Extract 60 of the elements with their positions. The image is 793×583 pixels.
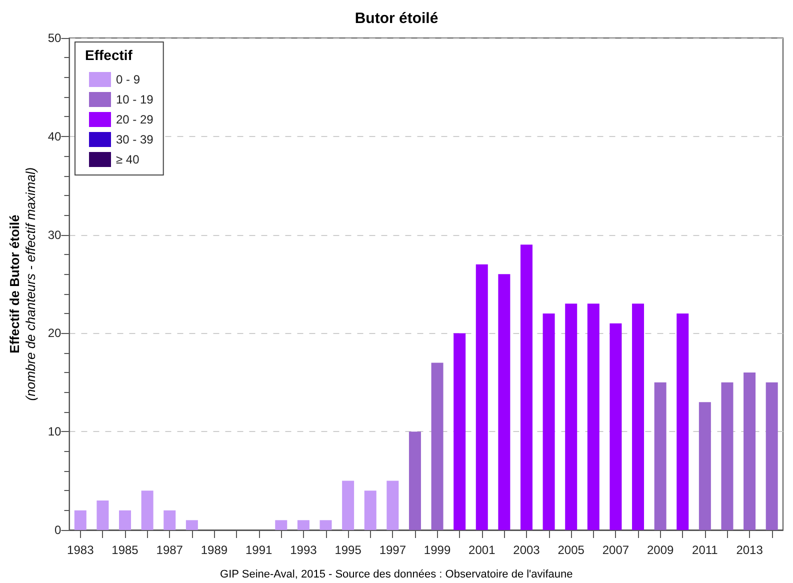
- y-tick-label: 10: [48, 424, 62, 439]
- x-tick-label: 1999: [424, 543, 451, 557]
- legend-label: 20 - 29: [116, 112, 154, 126]
- bar: [654, 382, 666, 530]
- x-tick-label: 1995: [334, 543, 362, 557]
- bar: [498, 274, 510, 530]
- bar: [342, 480, 354, 530]
- y-axis-title: Effectif de Butor étoilé (nombre de chanteurs - effectif maximal): [7, 167, 38, 401]
- x-tick-label: 2011: [692, 543, 718, 557]
- legend-title: Effectif: [85, 47, 133, 63]
- bar: [520, 244, 532, 530]
- bar: [542, 314, 555, 530]
- y-tick-label: 20: [48, 326, 62, 340]
- bar: [744, 372, 756, 530]
- x-tick-label: 1997: [379, 543, 406, 557]
- bar: [186, 520, 198, 530]
- bar: [454, 333, 466, 530]
- bar: [610, 323, 622, 530]
- legend-label: ≥ 40: [116, 152, 140, 166]
- legend-label: 10 - 19: [116, 92, 154, 106]
- bar: [587, 304, 600, 530]
- bar: [721, 382, 734, 530]
- text: GIP Seine-Aval, 2015 - Source des données : Observatoire de l'avifaune: [220, 568, 573, 580]
- bar: [766, 382, 778, 530]
- x-tick-label: 2007: [602, 543, 630, 557]
- bar: [96, 500, 109, 530]
- x-tick-label: 1989: [200, 543, 228, 557]
- bar: [408, 432, 421, 530]
- bar: [565, 304, 578, 530]
- bar: [297, 520, 310, 530]
- bar: [698, 402, 711, 530]
- x-tick-label: 2001: [468, 543, 496, 557]
- bar: [275, 520, 288, 530]
- bar: [364, 490, 376, 530]
- y-tick-label: 50: [48, 31, 62, 45]
- bar: [164, 510, 176, 530]
- bar: [320, 520, 332, 530]
- chart-title: Butor étoilé: [354, 10, 438, 27]
- y-tick-label: 0: [54, 523, 62, 537]
- legend-label: 30 - 39: [116, 132, 154, 146]
- bar: [141, 490, 154, 530]
- bar: [632, 304, 644, 530]
- x-tick-label: 1991: [245, 543, 273, 557]
- x-tick-label: 2009: [646, 543, 674, 557]
- y-tick-label: 40: [48, 129, 62, 144]
- bar: [386, 480, 399, 530]
- x-tick-label: 1987: [156, 543, 184, 557]
- bar: [476, 264, 488, 530]
- bar: [431, 362, 444, 530]
- legend-label: 0 - 9: [116, 72, 140, 86]
- x-tick-label: 1993: [290, 543, 318, 557]
- x-tick-label: 1985: [112, 543, 139, 557]
- bar: [74, 510, 86, 530]
- bar: [119, 510, 132, 530]
- bar: [676, 314, 689, 530]
- x-tick-label: 1983: [67, 543, 94, 557]
- y-tick-label: 30: [48, 228, 62, 242]
- x-tick-label: 2005: [558, 543, 585, 557]
- x-tick-label: 2013: [736, 543, 764, 557]
- x-tick-label: 2003: [513, 543, 540, 557]
